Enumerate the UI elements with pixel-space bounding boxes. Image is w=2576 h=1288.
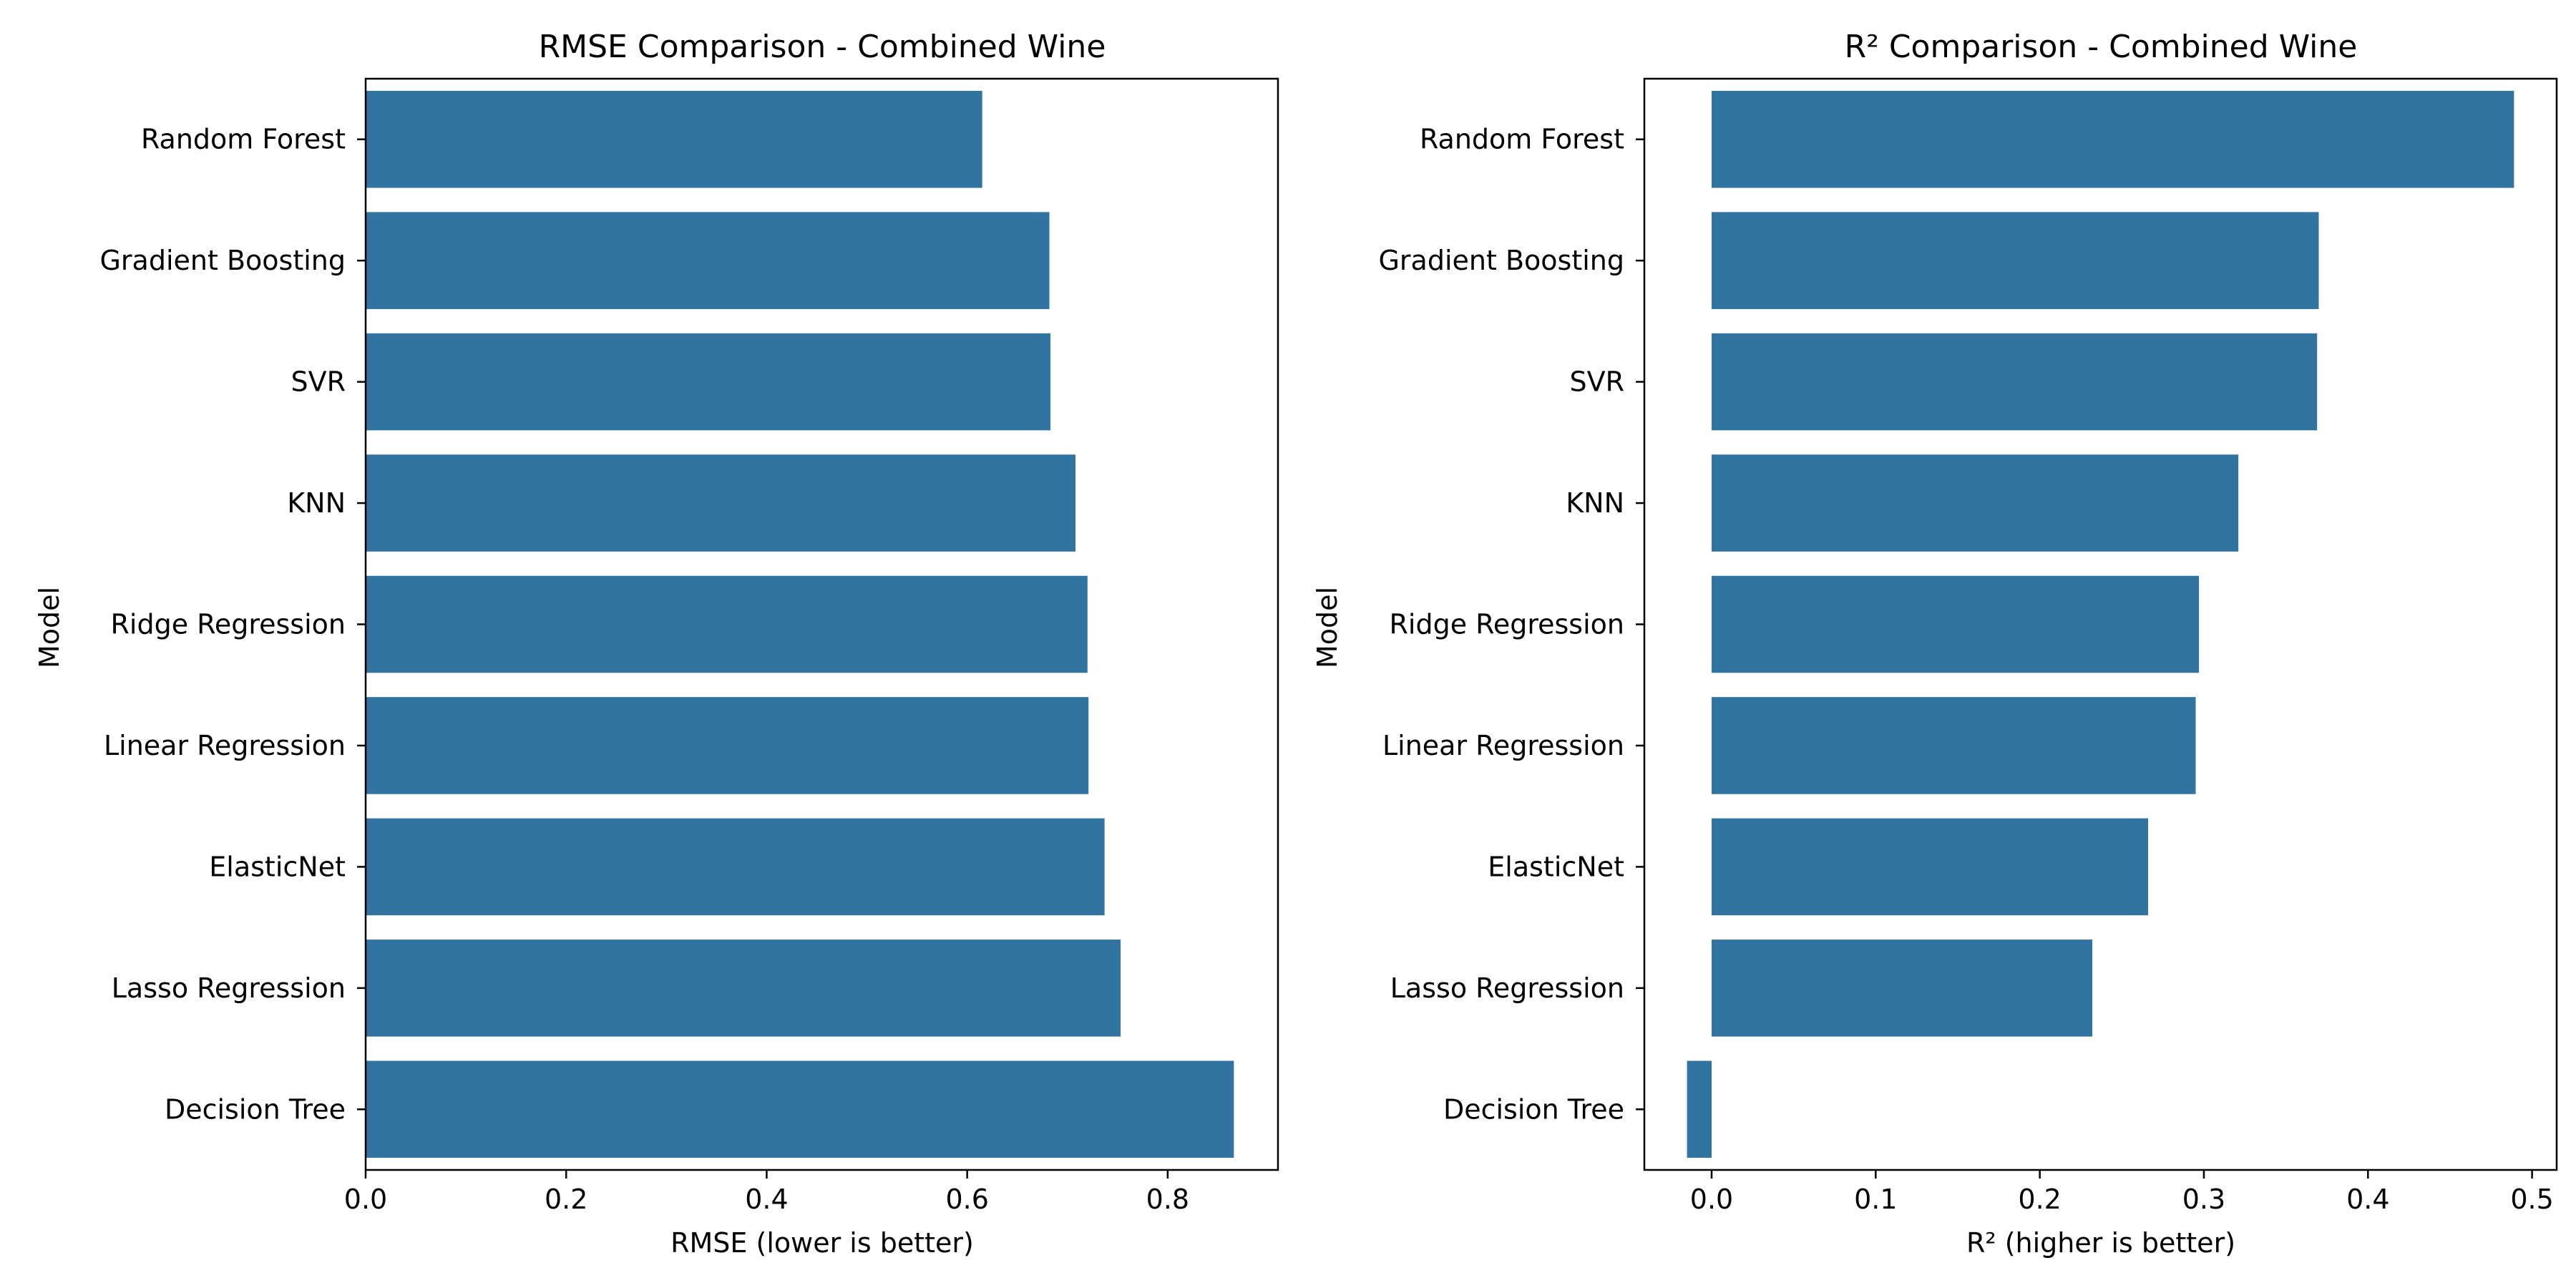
r2-y-axis-label: Model <box>1312 587 1343 668</box>
r2-y-tick-label: Linear Regression <box>1382 730 1624 761</box>
r2-y-tick-label: Ridge Regression <box>1389 609 1624 640</box>
rmse-bar-knn <box>366 454 1075 552</box>
r2-x-tick-label: 0.0 <box>1690 1184 1733 1215</box>
r2-y-tick-label: KNN <box>1566 487 1624 519</box>
rmse-y-tick-label: KNN <box>287 487 346 519</box>
rmse-y-ticks: Random Forest Gradient Boosting SVR KNN Ridg… <box>99 124 366 1125</box>
r2-y-tick-label: SVR <box>1569 366 1624 398</box>
rmse-y-tick-label: SVR <box>291 366 346 398</box>
rmse-bar-random-forest <box>366 90 982 188</box>
rmse-y-tick-label: Gradient Boosting <box>99 245 346 276</box>
r2-bar-random-forest <box>1712 90 2514 188</box>
r2-x-tick-label: 0.1 <box>1854 1184 1897 1215</box>
rmse-x-tick-label: 0.6 <box>945 1184 988 1215</box>
rmse-y-tick-label: Random Forest <box>141 124 346 155</box>
rmse-y-tick-label: Lasso Regression <box>112 972 346 1004</box>
r2-bar-lasso-regression <box>1712 940 2093 1037</box>
r2-x-tick-label: 0.5 <box>2510 1184 2553 1215</box>
rmse-y-tick-label: Ridge Regression <box>110 609 346 640</box>
rmse-x-axis-label: RMSE (lower is better) <box>670 1227 974 1259</box>
rmse-bar-elasticnet <box>366 818 1105 916</box>
r2-y-tick-label: ElasticNet <box>1488 851 1624 882</box>
r2-x-tick-label: 0.2 <box>2018 1184 2061 1215</box>
rmse-bar-linear-regression <box>366 697 1089 794</box>
rmse-chart-title: RMSE Comparison - Combined Wine <box>539 29 1106 65</box>
r2-y-tick-label: Lasso Regression <box>1390 972 1624 1004</box>
r2-bar-svr <box>1712 333 2318 431</box>
rmse-bar-svr <box>366 333 1050 431</box>
r2-y-ticks: Random Forest Gradient Boosting SVR KNN Ridg… <box>1378 124 1644 1125</box>
rmse-plot-frame <box>364 77 1279 1171</box>
rmse-bar-gradient-boosting <box>366 212 1050 309</box>
rmse-y-axis-label: Model <box>34 587 65 668</box>
rmse-y-tick-label: Linear Regression <box>104 730 346 761</box>
rmse-x-ticks: 0.0 0.2 0.4 0.6 0.8 <box>344 1170 1189 1215</box>
rmse-bar-decision-tree <box>366 1060 1234 1158</box>
r2-chart-title: R² Comparison - Combined Wine <box>1845 29 2358 65</box>
r2-x-tick-label: 0.3 <box>2182 1184 2225 1215</box>
r2-y-tick-label: Gradient Boosting <box>1378 245 1624 276</box>
r2-bar-decision-tree <box>1687 1060 1712 1158</box>
rmse-bar-lasso-regression <box>366 940 1121 1037</box>
r2-y-tick-label: Decision Tree <box>1443 1093 1624 1125</box>
rmse-chart-panel: RMSE Comparison - Combined Wine RMSE (lo… <box>34 29 1279 1259</box>
r2-plot-frame <box>1643 77 2558 1171</box>
rmse-y-tick-label: Decision Tree <box>165 1093 346 1125</box>
rmse-x-tick-label: 0.4 <box>745 1184 788 1215</box>
r2-x-ticks: 0.0 0.1 0.2 0.3 0.4 0.5 <box>1690 1170 2554 1215</box>
r2-bar-elasticnet <box>1712 818 2149 916</box>
rmse-x-tick-label: 0.2 <box>545 1184 587 1215</box>
r2-bar-gradient-boosting <box>1712 212 2319 309</box>
r2-chart-panel: R² Comparison - Combined Wine R² (higher… <box>1312 29 2558 1259</box>
rmse-x-tick-label: 0.8 <box>1146 1184 1189 1215</box>
r2-bar-linear-regression <box>1712 697 2196 794</box>
rmse-y-tick-label: ElasticNet <box>209 851 346 882</box>
rmse-x-tick-label: 0.0 <box>344 1184 387 1215</box>
r2-bar-ridge-regression <box>1712 575 2200 673</box>
r2-x-axis-label: R² (higher is better) <box>1966 1227 2235 1259</box>
r2-bars <box>1687 90 2514 1158</box>
rmse-bars <box>366 90 1234 1158</box>
rmse-bar-ridge-regression <box>366 575 1088 673</box>
r2-y-tick-label: Random Forest <box>1420 124 1624 155</box>
r2-x-tick-label: 0.4 <box>2346 1184 2389 1215</box>
r2-bar-knn <box>1712 454 2239 552</box>
